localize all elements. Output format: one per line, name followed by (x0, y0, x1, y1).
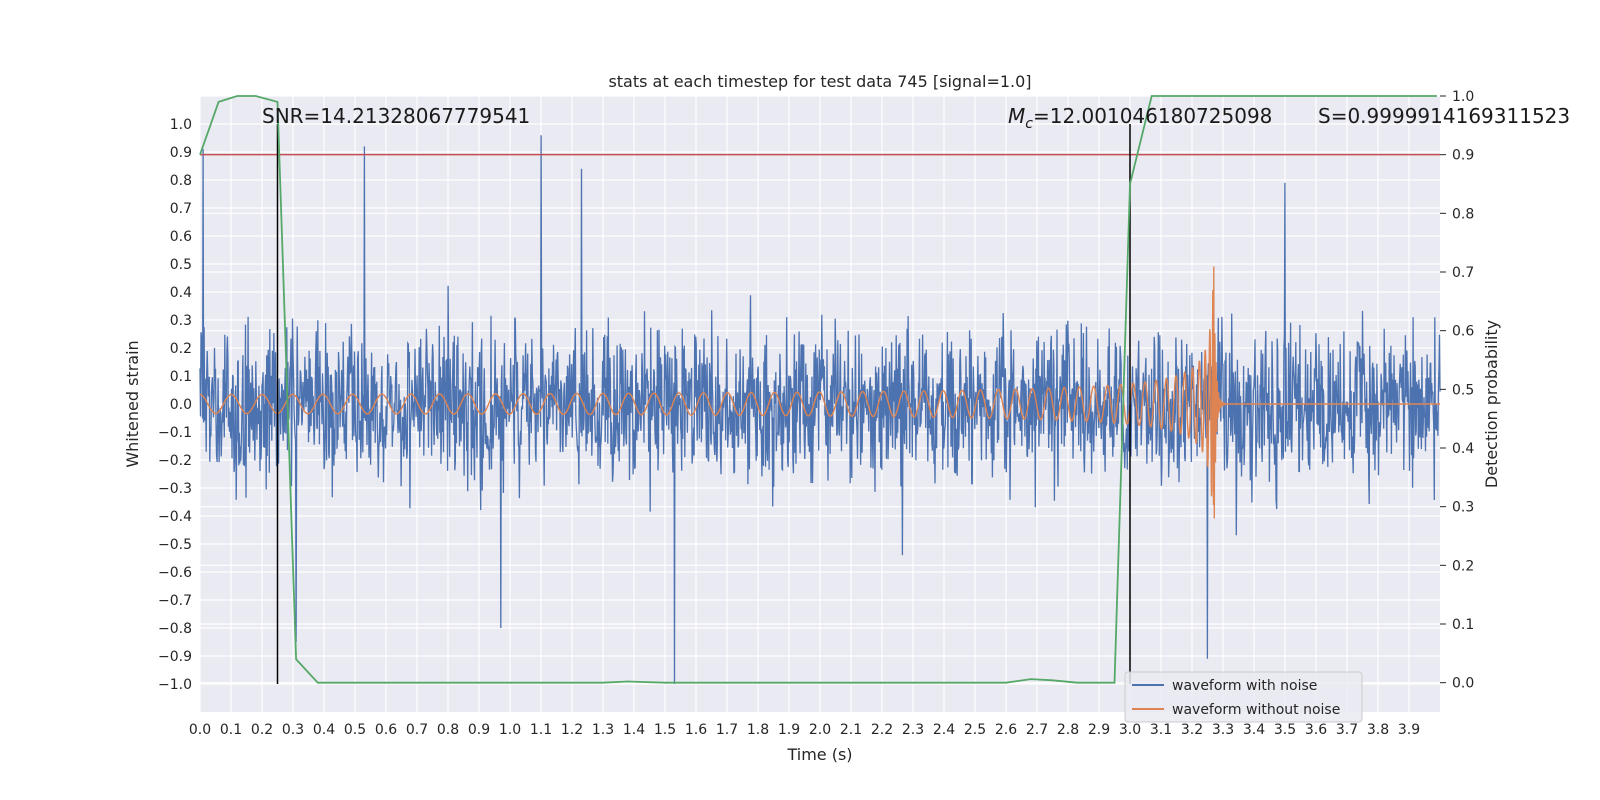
y-tick-label: 0.5 (170, 257, 192, 273)
noise-series (199, 135, 1441, 685)
y-tick-label: −1.0 (158, 677, 192, 693)
legend-box (1124, 671, 1363, 723)
x-tick-label: 2.2 (871, 722, 893, 738)
x-tick-label: 1.8 (747, 722, 769, 738)
x-tick-label: 2.1 (840, 722, 862, 738)
x-tick-label: 3.2 (1181, 722, 1203, 738)
clean-series (199, 266, 1440, 519)
y-tick-label: 0.3 (170, 313, 192, 329)
y2-axis-label: Detection probability (1482, 320, 1501, 488)
x-tick-label: 2.7 (1026, 722, 1048, 738)
x-tick-label: 1.1 (530, 722, 552, 738)
y-tick-label: −0.8 (158, 621, 192, 637)
y2-tick-label: 0.1 (1452, 617, 1474, 633)
x-tick-label: 3.3 (1212, 722, 1234, 738)
legend: waveform with noise waveform without noi… (1124, 671, 1363, 723)
legend-label-clean: waveform without noise (1172, 702, 1340, 718)
x-tick-label: 2.3 (902, 722, 924, 738)
chirp-mass-annotation: Mc=12.001046180725098 (1008, 104, 1272, 132)
y2-tick-label: 0.4 (1452, 441, 1474, 457)
x-tick-label: 1.0 (499, 722, 521, 738)
x-tick-label: 2.9 (1088, 722, 1110, 738)
x-tick-label: 0.6 (375, 722, 397, 738)
y-tick-label: −0.3 (158, 481, 192, 497)
y-tick-label: −0.9 (158, 649, 192, 665)
x-tick-label: 3.7 (1336, 722, 1358, 738)
clean-line (199, 266, 1440, 519)
x-tick-label: 3.8 (1367, 722, 1389, 738)
noise-line (199, 135, 1441, 685)
x-tick-label: 0.7 (406, 722, 428, 738)
y-tick-label: −0.1 (158, 425, 192, 441)
x-tick-label: 0.9 (468, 722, 490, 738)
x-tick-label: 0.5 (344, 722, 366, 738)
x-tick-label: 1.7 (716, 722, 738, 738)
x-tick-label: 1.5 (654, 722, 676, 738)
y-tick-label: −0.4 (158, 509, 192, 525)
x-tick-label: 2.4 (933, 722, 955, 738)
y2-tick-label: 0.3 (1452, 500, 1474, 516)
y-tick-label: 0.7 (170, 201, 192, 217)
y2-tick-label: 0.5 (1452, 382, 1474, 398)
y2-tick-label: 0.2 (1452, 558, 1474, 574)
x-tick-label: 2.5 (964, 722, 986, 738)
x-tick-label: 1.2 (561, 722, 583, 738)
x-tick-label: 0.3 (282, 722, 304, 738)
x-tick-label: 3.9 (1398, 722, 1420, 738)
x-tick-label: 3.6 (1305, 722, 1327, 738)
chart-title: stats at each timestep for test data 745… (608, 72, 1031, 91)
x-tick-label: 2.0 (809, 722, 831, 738)
y-tick-label: 0.9 (170, 145, 192, 161)
x-tick-label: 3.5 (1274, 722, 1296, 738)
y-tick-label: −0.2 (158, 453, 192, 469)
x-tick-label: 0.2 (251, 722, 273, 738)
score-annotation: S=0.9999914169311523 (1318, 104, 1570, 128)
x-tick-label: 1.9 (778, 722, 800, 738)
y-tick-label: 0.8 (170, 173, 192, 189)
y2-tick-label: 0.6 (1452, 324, 1474, 340)
x-tick-label: 2.8 (1057, 722, 1079, 738)
x-tick-label: 3.4 (1243, 722, 1265, 738)
y-tick-label: 0.0 (170, 397, 192, 413)
x-tick-label: 0.1 (220, 722, 242, 738)
x-tick-label: 0.8 (437, 722, 459, 738)
y2-tick-label: 1.0 (1452, 89, 1474, 105)
y-axis-label: Whitened strain (123, 340, 142, 467)
snr-annotation: SNR=14.21328067779541 (262, 104, 530, 128)
y-tick-label: 0.4 (170, 285, 192, 301)
overlays (199, 95, 1440, 684)
probability-line (199, 95, 1437, 684)
axes: 0.0 0.1 0.2 0.3 0.4 0.5 0.6 0.7 0.8 0.9 1.0 1.1 1.2 1… (158, 89, 1474, 738)
y2-tick-label: 0.9 (1452, 148, 1474, 164)
y2-tick-label: 0.8 (1452, 206, 1474, 222)
x-tick-label: 3.0 (1119, 722, 1141, 738)
x-tick-label: 2.6 (995, 722, 1017, 738)
y2-tick-label: 0.0 (1452, 676, 1474, 692)
y-tick-label: −0.6 (158, 565, 192, 581)
x-tick-label: 0.0 (189, 722, 211, 738)
y-tick-label: 1.0 (170, 117, 192, 133)
y-tick-label: 0.2 (170, 341, 192, 357)
x-tick-label: 0.4 (313, 722, 335, 738)
y2-tick-label: 0.7 (1452, 265, 1474, 281)
y-tick-label: −0.5 (158, 537, 192, 553)
x-tick-label: 1.3 (592, 722, 614, 738)
x-tick-label: 3.1 (1150, 722, 1172, 738)
y-tick-label: −0.7 (158, 593, 192, 609)
x-axis-label: Time (s) (786, 745, 852, 764)
legend-label-noise: waveform with noise (1172, 678, 1317, 694)
y-tick-label: 0.6 (170, 229, 192, 245)
x-tick-label: 1.4 (623, 722, 645, 738)
y-tick-label: 0.1 (170, 369, 192, 385)
x-tick-label: 1.6 (685, 722, 707, 738)
